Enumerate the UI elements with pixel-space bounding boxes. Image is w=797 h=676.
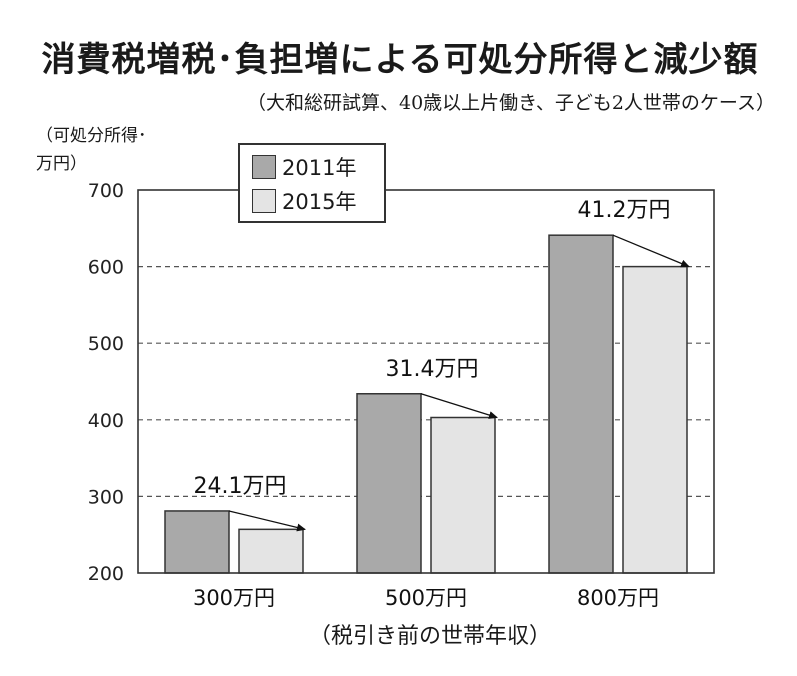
x-tick-800万円: 800万円 — [577, 586, 659, 610]
bar-2011年-500万円 — [356, 393, 422, 574]
annotation-800万円: 41.2万円 — [578, 198, 671, 223]
arrow-300万円 — [228, 510, 306, 532]
legend: 2011年 2015年 — [238, 143, 386, 223]
legend-label-2015: 2015年 — [282, 190, 357, 214]
plot-frame — [137, 189, 715, 574]
y-tick-500: 500 — [88, 333, 124, 355]
legend-swatch-2015 — [252, 189, 276, 213]
annotation-500万円: 31.4万円 — [386, 357, 479, 382]
y-axis-label-line2: 万円） — [36, 154, 87, 174]
y-tick-700: 700 — [88, 180, 124, 202]
x-axis-label: （税引き前の世帯年収） — [308, 624, 551, 649]
y-axis-label: （可処分所得･ 万円） — [36, 122, 147, 178]
y-axis-label-line1: （可処分所得･ — [36, 126, 147, 146]
x-tick-500万円: 500万円 — [385, 586, 467, 610]
y-tick-200: 200 — [88, 563, 124, 585]
annotation-300万円: 24.1万円 — [194, 474, 287, 499]
bar-2015年-300万円 — [238, 528, 304, 574]
bar-2011年-800万円 — [548, 234, 614, 574]
legend-item-2011: 2011年 — [252, 154, 356, 180]
bar-2015年-800万円 — [622, 265, 688, 574]
bar-2015年-500万円 — [430, 416, 496, 574]
legend-swatch-2011 — [252, 155, 276, 179]
y-tick-300: 300 — [88, 486, 124, 508]
arrow-500万円 — [420, 393, 498, 419]
y-tick-400: 400 — [88, 410, 124, 432]
x-tick-300万円: 300万円 — [193, 586, 275, 610]
arrow-800万円 — [612, 234, 690, 268]
chart-title: 消費税増税･負担増による可処分所得と減少額 — [41, 40, 759, 80]
bar-2011年-300万円 — [164, 510, 230, 574]
legend-item-2015: 2015年 — [252, 188, 356, 214]
chart-subtitle: （大和総研試算、40歳以上片働き、子ども2人世帯のケース） — [247, 92, 775, 114]
y-tick-600: 600 — [88, 257, 124, 279]
legend-label-2011: 2011年 — [282, 156, 357, 180]
